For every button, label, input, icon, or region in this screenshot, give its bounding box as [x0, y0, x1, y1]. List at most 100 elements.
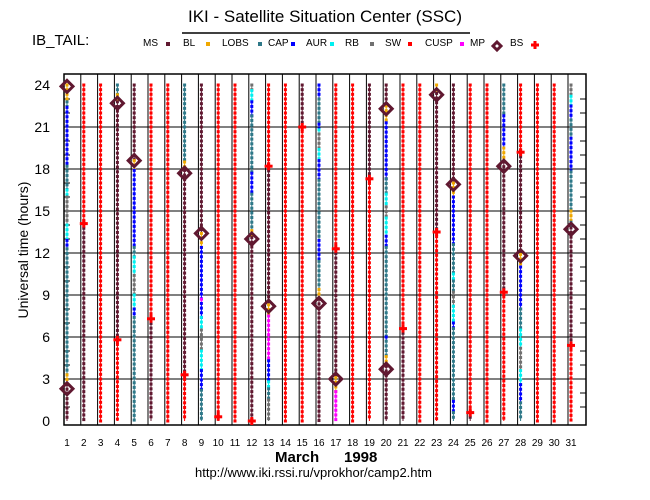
x-tick-label: 13 — [263, 438, 275, 449]
point-lobs — [384, 259, 388, 263]
point-lobs — [183, 120, 187, 124]
point-ms — [82, 390, 86, 394]
point-sw — [485, 181, 489, 185]
point-sw — [351, 391, 355, 395]
point-sw — [183, 405, 187, 409]
point-sw — [82, 209, 86, 213]
point-sw — [149, 181, 153, 185]
x-axis-year: 1998 — [344, 449, 377, 466]
point-ms — [115, 333, 119, 337]
point-ms — [317, 339, 321, 343]
bs-marker — [331, 244, 340, 253]
point-lobs — [451, 252, 455, 256]
point-sw — [267, 130, 271, 134]
point-lobs — [183, 102, 187, 106]
point-lobs — [451, 345, 455, 349]
point-lobs — [317, 230, 321, 234]
point-lobs — [569, 198, 573, 202]
point-sw — [300, 400, 304, 404]
point-sw — [300, 307, 304, 311]
point-sw — [552, 186, 556, 190]
x-tick-label: 1 — [64, 438, 70, 449]
x-tick-label: 28 — [515, 438, 527, 449]
point-sw — [502, 416, 506, 420]
point-cap — [451, 321, 455, 325]
point-sw — [418, 97, 422, 101]
point-aur — [519, 328, 523, 332]
point-sw — [401, 265, 405, 269]
point-sw — [552, 279, 556, 283]
point-sw — [300, 302, 304, 306]
point-sw — [351, 148, 355, 152]
point-sw — [300, 358, 304, 362]
point-sw — [468, 312, 472, 316]
x-tick-label: 24 — [448, 438, 460, 449]
point-sw — [334, 139, 338, 143]
point-sw — [166, 405, 170, 409]
point-sw — [233, 330, 237, 334]
point-sw — [283, 382, 287, 386]
point-sw — [283, 251, 287, 255]
point-sw — [216, 288, 220, 292]
point-sw — [82, 153, 86, 157]
point-ms — [82, 240, 86, 244]
point-sw — [485, 284, 489, 288]
point-lobs — [183, 153, 187, 157]
point-sw — [552, 288, 556, 292]
mp-marker — [193, 225, 210, 242]
point-sw — [216, 335, 220, 339]
point-sw — [418, 284, 422, 288]
point-sw — [233, 256, 237, 260]
point-sw — [569, 353, 573, 357]
point-rb — [451, 290, 455, 294]
point-ms — [317, 311, 321, 315]
point-sw — [300, 410, 304, 414]
point-sw — [216, 349, 220, 353]
point-sw — [283, 106, 287, 110]
point-sw — [283, 130, 287, 134]
point-sw — [485, 372, 489, 376]
point-sw — [485, 302, 489, 306]
point-lobs — [569, 184, 573, 188]
point-sw — [99, 312, 103, 316]
point-ms — [250, 310, 254, 314]
point-sw — [334, 106, 338, 110]
point-cap — [65, 105, 69, 109]
point-sw — [535, 368, 539, 372]
point-sw — [334, 158, 338, 162]
point-lobs — [384, 255, 388, 259]
point-sw — [435, 384, 439, 388]
point-sw — [233, 288, 237, 292]
point-sw — [216, 302, 220, 306]
point-sw — [535, 307, 539, 311]
point-lobs — [451, 327, 455, 331]
point-ms — [502, 211, 506, 215]
point-rb — [519, 356, 523, 360]
point-lobs — [451, 243, 455, 247]
point-ms — [502, 286, 506, 290]
point-ms — [435, 152, 439, 156]
point-ms — [250, 278, 254, 282]
point-cusp — [334, 408, 338, 412]
point-sw — [535, 172, 539, 176]
point-sw — [418, 190, 422, 194]
point-sw — [216, 214, 220, 218]
point-ms — [451, 144, 455, 148]
point-cap — [250, 190, 254, 194]
point-sw — [99, 88, 103, 92]
point-ms — [519, 216, 523, 220]
point-sw — [351, 237, 355, 241]
point-cap — [569, 109, 573, 113]
point-sw — [216, 200, 220, 204]
point-ms — [401, 401, 405, 405]
point-sw — [149, 223, 153, 227]
point-ms — [569, 319, 573, 323]
point-cap — [384, 135, 388, 139]
point-sw — [535, 382, 539, 386]
point-sw — [283, 363, 287, 367]
point-ms — [569, 226, 573, 230]
point-sw — [435, 295, 439, 299]
point-sw — [99, 111, 103, 115]
point-sw — [233, 190, 237, 194]
point-sw — [351, 312, 355, 316]
